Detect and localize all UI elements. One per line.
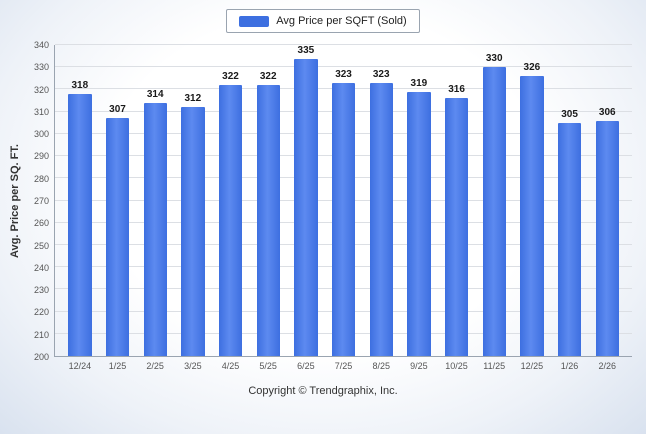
bar-value-label: 323 — [335, 68, 352, 80]
y-tick-label: 250 — [33, 240, 49, 251]
x-tick-label: 6/25 — [297, 361, 315, 371]
chart-area: Avg. Price per SQ. FT. 200 210 220 230 240 25… — [6, 40, 632, 362]
bar — [105, 118, 130, 356]
gridline — [55, 66, 632, 68]
y-tick-label: 260 — [33, 218, 49, 229]
bar-slot: 322 — [249, 45, 287, 356]
bar — [482, 67, 506, 356]
bar-series: 318 307 314 312 322 322 335 323 323 319 316 330 326 3… — [55, 45, 632, 356]
bar-slot: 319 — [400, 45, 438, 356]
y-tick-label: 200 — [33, 352, 49, 362]
bar-slot: 312 — [174, 45, 212, 356]
bar-value-label: 318 — [71, 79, 89, 91]
bar — [557, 122, 582, 356]
x-tick-label: 1/26 — [560, 361, 579, 371]
gridline — [55, 44, 632, 45]
bar-slot: 323 — [362, 45, 400, 356]
bar — [294, 59, 318, 356]
y-tick-label: 320 — [33, 84, 49, 95]
bar — [218, 85, 243, 356]
bar-value-label: 316 — [448, 84, 465, 96]
y-tick-label: 220 — [33, 307, 49, 318]
bar-value-label: 307 — [109, 104, 126, 116]
bar-value-label: 314 — [146, 88, 164, 100]
x-tick-label: 11/25 — [483, 361, 506, 371]
bar-slot: 316 — [438, 45, 476, 356]
bar — [444, 98, 469, 356]
bar — [143, 102, 167, 356]
bar-slot: 314 — [136, 45, 174, 356]
x-tick-label: 1/25 — [108, 361, 127, 371]
x-axis: 12/24 1/25 2/25 3/25 4/25 5/25 6/25 7/25 8/25 9/2… — [55, 361, 632, 371]
y-tick-label: 340 — [33, 40, 49, 50]
bar-value-label: 306 — [598, 106, 616, 118]
bar — [520, 76, 544, 356]
x-tick-label: 5/25 — [259, 361, 277, 371]
bar — [595, 120, 619, 356]
y-tick-label: 290 — [33, 151, 49, 162]
bar-value-label: 322 — [259, 71, 277, 82]
bar-value-label: 326 — [523, 62, 541, 74]
y-tick-label: 230 — [33, 285, 49, 296]
bar-slot: 326 — [513, 45, 551, 356]
x-tick-label: 4/25 — [221, 361, 240, 371]
bar-slot: 307 — [99, 45, 137, 356]
bar-slot: 305 — [551, 45, 589, 356]
y-axis-title: Avg. Price per SQ. FT. — [9, 144, 21, 258]
bar-slot: 330 — [475, 45, 513, 356]
bar — [407, 91, 431, 356]
bar-value-label: 323 — [372, 68, 390, 80]
bar-value-label: 312 — [184, 93, 202, 105]
plot-area: 318 307 314 312 322 322 335 323 323 319 316 330 326 3… — [54, 44, 632, 357]
bar — [68, 93, 92, 356]
x-tick-label: 3/25 — [184, 361, 202, 371]
bar-value-label: 319 — [410, 77, 428, 89]
bar-value-label: 305 — [561, 108, 578, 120]
y-tick-label: 270 — [33, 196, 49, 206]
x-tick-label: 8/25 — [372, 361, 390, 371]
y-tick-label: 310 — [33, 106, 49, 117]
x-tick-label: 2/25 — [146, 361, 164, 371]
bar-slot: 335 — [287, 45, 325, 356]
bar — [256, 85, 280, 356]
bar — [181, 107, 205, 356]
bar-slot: 322 — [212, 45, 250, 356]
y-axis: 200 210 220 230 240 250 260 270 280 290 300 310 320 3… — [24, 40, 54, 362]
x-tick-label: 2/26 — [598, 361, 616, 371]
bar — [331, 82, 356, 356]
bar-slot: 318 — [61, 45, 99, 356]
legend-row: Avg Price per SQFT (Sold) — [0, 0, 646, 33]
bar — [369, 82, 393, 356]
legend: Avg Price per SQFT (Sold) — [226, 9, 420, 33]
y-tick-label: 330 — [33, 62, 49, 73]
bar-value-label: 330 — [485, 53, 503, 65]
y-tick-label: 240 — [33, 262, 49, 273]
x-tick-label: 7/25 — [334, 361, 353, 371]
bar-value-label: 322 — [222, 71, 239, 82]
legend-swatch-icon — [239, 15, 270, 27]
x-tick-label: 9/25 — [410, 361, 428, 371]
x-tick-label: 12/25 — [520, 361, 544, 371]
x-tick-label: 10/25 — [445, 361, 468, 371]
copyright-text: Copyright © Trendgraphix, Inc. — [248, 385, 398, 397]
y-tick-label: 210 — [33, 329, 49, 340]
bar-value-label: 335 — [297, 45, 315, 56]
y-tick-label: 300 — [33, 129, 49, 140]
bar-slot: 323 — [325, 45, 363, 356]
bar-slot: 306 — [588, 45, 626, 356]
x-tick-label: 12/24 — [68, 361, 92, 371]
y-tick-label: 280 — [33, 173, 49, 184]
legend-label: Avg Price per SQFT (Sold) — [276, 15, 407, 27]
